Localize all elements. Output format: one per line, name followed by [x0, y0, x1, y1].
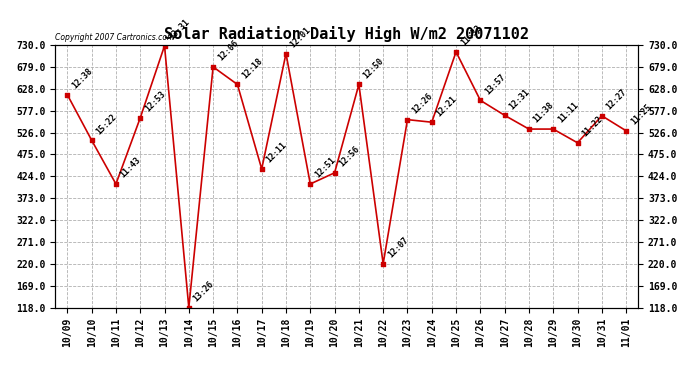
Point	[159, 43, 170, 49]
Point	[596, 113, 607, 119]
Point	[620, 128, 631, 134]
Point	[451, 49, 462, 55]
Point	[256, 166, 267, 172]
Point	[572, 140, 583, 146]
Text: 12:53: 12:53	[143, 90, 167, 114]
Text: 11:22: 11:22	[580, 115, 604, 139]
Text: 13:57: 13:57	[483, 72, 507, 96]
Text: 13:31: 13:31	[167, 18, 191, 42]
Text: 12:01: 12:01	[289, 26, 313, 50]
Text: 12:50: 12:50	[362, 56, 386, 80]
Text: 12:06: 12:06	[216, 39, 240, 63]
Text: 12:26: 12:26	[411, 92, 434, 116]
Point	[135, 115, 146, 121]
Text: 13:26: 13:26	[192, 279, 216, 303]
Point	[86, 137, 97, 143]
Text: 12:11: 12:11	[264, 141, 288, 165]
Point	[305, 181, 316, 187]
Point	[499, 112, 510, 118]
Text: 12:56: 12:56	[337, 145, 362, 169]
Point	[548, 126, 559, 132]
Text: 12:07: 12:07	[386, 236, 410, 260]
Text: 11:38: 11:38	[532, 101, 555, 125]
Point	[353, 81, 364, 87]
Point	[62, 92, 73, 98]
Text: Copyright 2007 Cartronics.com: Copyright 2007 Cartronics.com	[55, 33, 175, 42]
Text: 12:18: 12:18	[240, 56, 264, 80]
Text: 12:38: 12:38	[70, 66, 94, 91]
Point	[524, 126, 535, 132]
Text: 12:21: 12:21	[435, 94, 459, 118]
Point	[426, 119, 437, 125]
Point	[402, 117, 413, 123]
Text: 12:31: 12:31	[507, 87, 531, 111]
Text: 11:32: 11:32	[459, 24, 483, 48]
Text: 12:27: 12:27	[604, 88, 629, 112]
Point	[475, 98, 486, 104]
Text: 11:11: 11:11	[556, 101, 580, 125]
Point	[329, 170, 340, 176]
Point	[110, 181, 121, 187]
Point	[377, 261, 388, 267]
Point	[232, 81, 243, 87]
Text: 11:43: 11:43	[119, 156, 143, 180]
Point	[184, 304, 195, 310]
Text: 15:22: 15:22	[95, 112, 119, 136]
Text: 12:51: 12:51	[313, 156, 337, 180]
Text: 11:25: 11:25	[629, 103, 653, 127]
Title: Solar Radiation Daily High W/m2 20071102: Solar Radiation Daily High W/m2 20071102	[164, 27, 529, 42]
Point	[280, 51, 291, 57]
Point	[208, 64, 219, 70]
